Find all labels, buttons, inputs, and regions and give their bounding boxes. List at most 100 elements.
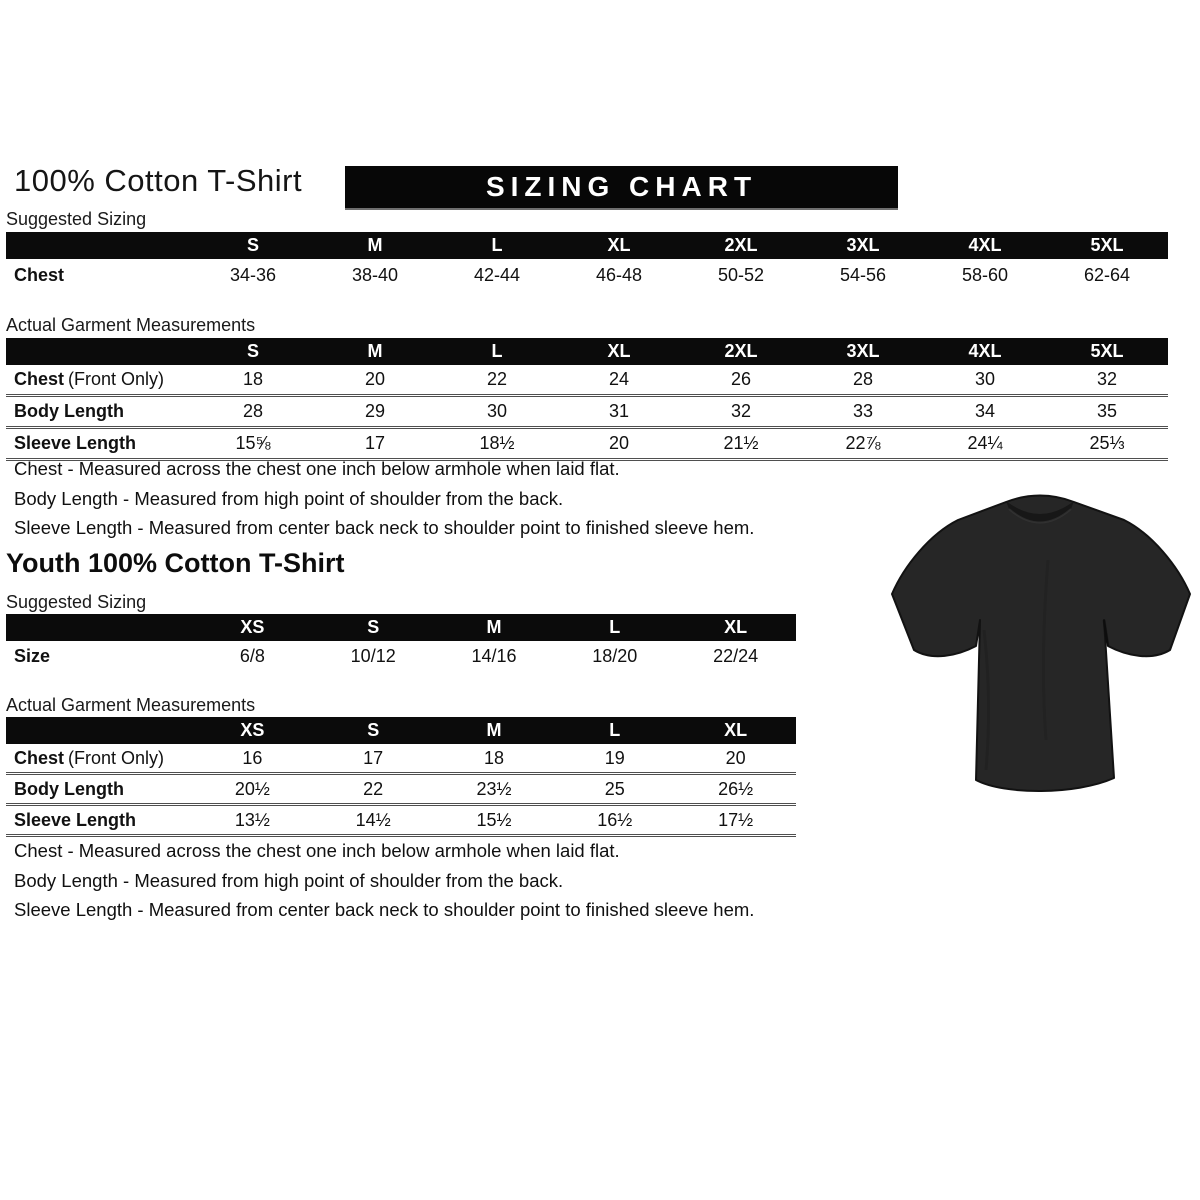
cell-value: 23½ xyxy=(476,778,512,799)
note-chest: Chest - Measured across the chest one in… xyxy=(14,840,620,861)
adult-actual-measurements-table: S M L XL 2XL 3XL 4XL 5XL Chest (Front Onl… xyxy=(6,338,1168,461)
youth-suggested-sizing-label: Suggested Sizing xyxy=(6,592,147,612)
cell-value: 29 xyxy=(364,401,386,421)
table-row-chest-front-only: Chest (Front Only) 18 20 22 24 26 28 30 3… xyxy=(6,365,1168,397)
cell-value: 6/8 xyxy=(239,646,265,666)
cell-value: 26½ xyxy=(718,778,754,799)
cell-value: 34 xyxy=(974,401,996,421)
youth-section-title: Youth 100% Cotton T-Shirt xyxy=(6,548,345,578)
col-header-m: M xyxy=(486,617,502,637)
cell-value: 15½ xyxy=(476,809,512,830)
cell-value: 54-56 xyxy=(839,265,887,285)
cell-value: 13½ xyxy=(234,809,270,830)
page-title: 100% Cotton T-Shirt xyxy=(14,163,303,198)
table-row-chest-front-only: Chest (Front Only) 16 17 18 19 20 xyxy=(6,744,796,775)
col-header-xs: XS xyxy=(240,617,265,637)
col-header-xl: XL xyxy=(607,235,631,255)
table-row-chest: Chest 34-36 38-40 42-44 46-48 50-52 54-5… xyxy=(6,259,1168,292)
cell-value: 20½ xyxy=(234,778,270,799)
col-header-2xl: 2XL xyxy=(724,341,758,361)
banner-text: SIZING CHART xyxy=(485,171,758,202)
youth-actual-measurements-table: XS S M L XL Chest (Front Only) 16 17 18 1… xyxy=(6,717,796,837)
col-header-s: S xyxy=(246,235,259,255)
cell-value: 32 xyxy=(1096,369,1118,389)
col-header-3xl: 3XL xyxy=(846,235,880,255)
cell-value: 26 xyxy=(730,369,752,389)
black-tshirt-image xyxy=(880,480,1200,810)
tshirt-sleeve-shadow xyxy=(1102,619,1110,647)
col-header-m: M xyxy=(367,341,383,361)
cell-value: 34-36 xyxy=(229,265,277,285)
cell-value: 16½ xyxy=(597,809,633,830)
col-header-xs: XS xyxy=(240,720,265,740)
cell-value: 18½ xyxy=(479,433,515,453)
note-sleeve-length: Sleeve Length - Measured from center bac… xyxy=(14,899,755,920)
cell-value: 14/16 xyxy=(471,646,517,666)
col-header-3xl: 3XL xyxy=(846,341,880,361)
col-header-s: S xyxy=(246,341,259,361)
row-label: Body Length xyxy=(14,401,124,421)
row-label: Chest (Front Only) xyxy=(14,369,165,389)
adult-actual-measurements-label: Actual Garment Measurements xyxy=(6,315,256,335)
tshirt-wrinkle-center xyxy=(1041,559,1050,741)
adult-suggested-sizing-table: S M L XL 2XL 3XL 4XL 5XL Chest 34-36 38-… xyxy=(6,232,1168,292)
cell-value: 62-64 xyxy=(1083,265,1131,285)
row-label: Chest (Front Only) xyxy=(14,747,165,768)
youth-actual-measurements-label: Actual Garment Measurements xyxy=(6,695,256,715)
sizing-chart-banner: SIZING CHART xyxy=(345,166,898,210)
cell-value: 42-44 xyxy=(473,265,521,285)
cell-value: 32 xyxy=(730,401,752,421)
col-header-m: M xyxy=(486,720,502,740)
col-header-l: L xyxy=(609,617,621,637)
cell-value: 16 xyxy=(242,747,263,768)
col-header-m: M xyxy=(367,235,383,255)
col-header-l: L xyxy=(609,720,621,740)
youth-suggested-sizing-table: XS S M L XL Size 6/8 10/12 14/16 18/20 2… xyxy=(6,614,796,672)
table-row-body-length: Body Length 28 29 30 31 32 33 34 35 xyxy=(6,397,1168,429)
cell-value: 22/24 xyxy=(713,646,759,666)
cell-value: 58-60 xyxy=(961,265,1009,285)
cell-value: 22⅞ xyxy=(845,433,881,453)
header-row: S M L XL 2XL 3XL 4XL 5XL xyxy=(6,338,1168,365)
row-label: Sleeve Length xyxy=(14,433,137,453)
cell-value: 18/20 xyxy=(592,646,638,666)
adult-suggested-sizing-label: Suggested Sizing xyxy=(6,209,147,229)
col-header-5xl: 5XL xyxy=(1090,341,1124,361)
tshirt-graphic xyxy=(891,494,1191,792)
cell-value: 17½ xyxy=(718,809,754,830)
tshirt-body xyxy=(891,494,1191,792)
cell-value: 17 xyxy=(363,747,384,768)
cell-value: 31 xyxy=(608,401,630,421)
col-header-5xl: 5XL xyxy=(1090,235,1124,255)
table-row-size: Size 6/8 10/12 14/16 18/20 22/24 xyxy=(6,641,796,672)
col-header-xl: XL xyxy=(724,617,748,637)
table-row-sleeve-length: Sleeve Length 15⅝ 17 18½ 20 21½ 22⅞ 24¼ … xyxy=(6,429,1168,461)
cell-value: 14½ xyxy=(355,809,391,830)
tshirt-collar-seam xyxy=(1008,508,1072,524)
table-row-sleeve-length: Sleeve Length 13½ 14½ 15½ 16½ 17½ xyxy=(6,806,796,837)
cell-value: 38-40 xyxy=(351,265,399,285)
note-chest: Chest - Measured across the chest one in… xyxy=(14,458,620,479)
header-row: XS S M L XL xyxy=(6,717,796,744)
cell-value: 30 xyxy=(974,369,996,389)
note-body-length: Body Length - Measured from high point o… xyxy=(14,869,564,891)
tshirt-collar xyxy=(1006,501,1074,523)
col-header-4xl: 4XL xyxy=(968,341,1002,361)
table-row-body-length: Body Length 20½ 22 23½ 25 26½ xyxy=(6,775,796,806)
cell-value: 24¼ xyxy=(967,433,1003,453)
cell-value: 35 xyxy=(1096,401,1118,421)
col-header-4xl: 4XL xyxy=(968,235,1002,255)
header-row: S M L XL 2XL 3XL 4XL 5XL xyxy=(6,232,1168,259)
cell-value: 50-52 xyxy=(717,265,765,285)
cell-value: 15⅝ xyxy=(235,433,271,453)
cell-value: 46-48 xyxy=(595,265,643,285)
cell-value: 20 xyxy=(608,433,630,453)
cell-value: 24 xyxy=(608,369,630,389)
cell-value: 25 xyxy=(604,778,625,799)
row-label: Body Length xyxy=(14,778,124,799)
col-header-2xl: 2XL xyxy=(724,235,758,255)
col-header-l: L xyxy=(491,235,503,255)
cell-value: 22 xyxy=(363,778,384,799)
header-row: XS S M L XL xyxy=(6,614,796,641)
